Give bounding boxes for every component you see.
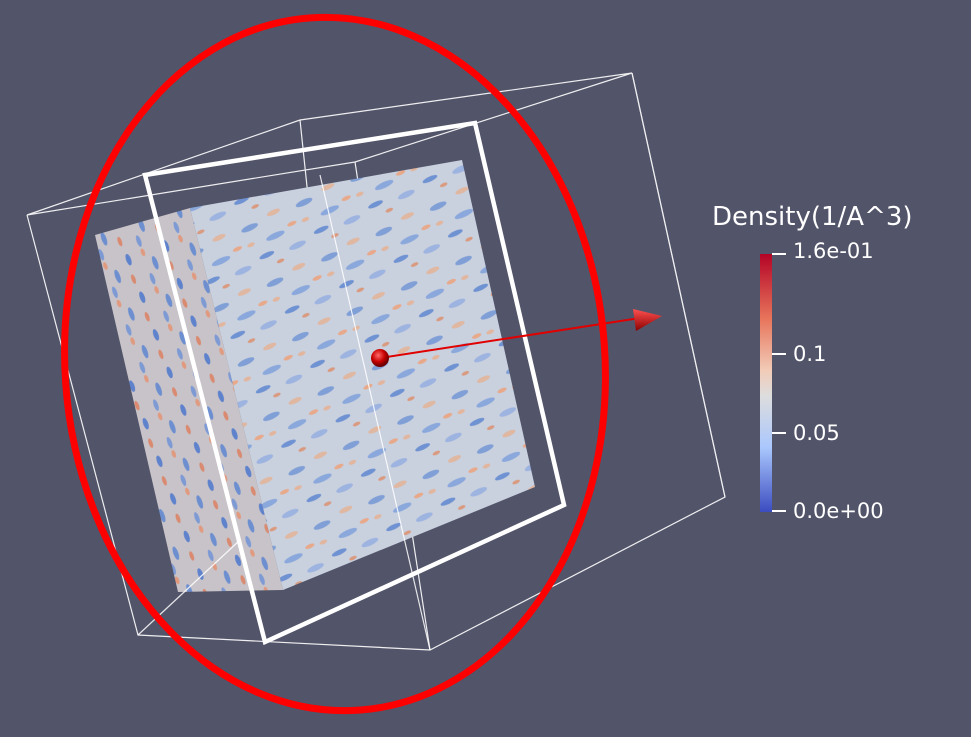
colormap-bar[interactable] xyxy=(760,254,772,512)
legend-title: Density(1/A^3) xyxy=(712,202,913,232)
clip-plane-widget[interactable] xyxy=(142,120,567,646)
legend-tick-0.1 xyxy=(772,353,786,355)
legend-tick-max xyxy=(772,253,786,255)
volume-front-face xyxy=(190,160,535,590)
center-sphere-handle[interactable] xyxy=(371,349,389,367)
legend-tick2-label: 0.05 xyxy=(793,421,840,445)
legend-min-label: 0.0e+00 xyxy=(793,499,884,523)
volume-side-face xyxy=(95,208,283,592)
legend-tick-min xyxy=(772,510,786,512)
legend-tick-0.05 xyxy=(772,432,786,434)
rotation-ring[interactable] xyxy=(41,0,628,729)
legend-tick1-label: 0.1 xyxy=(793,342,827,366)
normal-arrow-head[interactable] xyxy=(633,309,662,331)
normal-arrow-shaft[interactable] xyxy=(379,317,641,359)
legend-max-label: 1.6e-01 xyxy=(793,239,874,263)
